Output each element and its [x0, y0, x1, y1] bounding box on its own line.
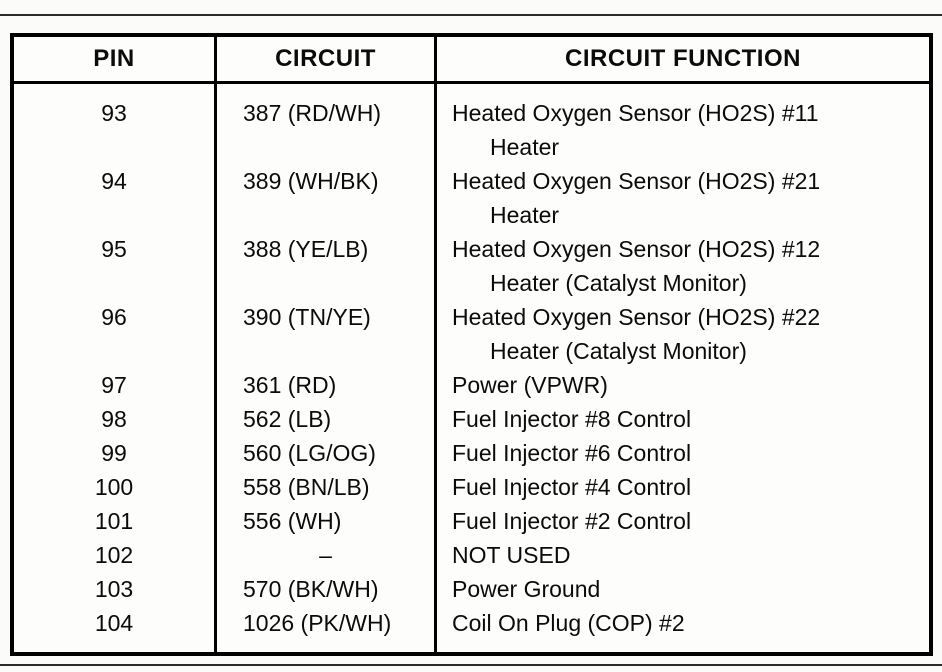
pin-cell: 97: [14, 368, 217, 402]
function-cell: Heated Oxygen Sensor (HO2S) #12 Heater (C…: [437, 232, 929, 300]
pin-cell: 99: [14, 436, 217, 470]
function-line-1: Heated Oxygen Sensor (HO2S) #11: [452, 100, 819, 126]
table-row: 95 388 (YE/LB) Heated Oxygen Sensor (HO2…: [14, 232, 929, 300]
table-row: 93 387 (RD/WH) Heated Oxygen Sensor (HO2…: [14, 84, 929, 164]
function-line-2: Heater: [490, 134, 560, 160]
scan-artifact-line-bottom: [0, 664, 942, 666]
circuit-cell: 388 (YE/LB): [217, 232, 437, 300]
circuit-cell: –: [217, 538, 437, 572]
pin-cell: 100: [14, 470, 217, 504]
table-row: 99 560 (LG/OG) Fuel Injector #6 Control: [14, 436, 929, 470]
function-cell: Power (VPWR): [437, 368, 929, 402]
function-cell: Coil On Plug (COP) #2: [437, 606, 929, 652]
pin-cell: 93: [14, 84, 217, 164]
function-line-1: Fuel Injector #4 Control: [452, 474, 692, 500]
circuit-cell: 570 (BK/WH): [217, 572, 437, 606]
function-line-1: Fuel Injector #2 Control: [452, 508, 692, 534]
circuit-cell: 556 (WH): [217, 504, 437, 538]
pin-cell: 98: [14, 402, 217, 436]
circuit-cell: 390 (TN/YE): [217, 300, 437, 368]
function-line-1: Heated Oxygen Sensor (HO2S) #21: [452, 168, 821, 194]
function-line-1: Fuel Injector #6 Control: [452, 440, 692, 466]
table-row: 101 556 (WH) Fuel Injector #2 Control: [14, 504, 929, 538]
function-cell: Heated Oxygen Sensor (HO2S) #21 Heater: [437, 164, 929, 232]
scan-artifact-line-top: [0, 14, 942, 16]
function-cell: Power Ground: [437, 572, 929, 606]
table-row: 94 389 (WH/BK) Heated Oxygen Sensor (HO2…: [14, 164, 929, 232]
pin-cell: 95: [14, 232, 217, 300]
function-cell: Fuel Injector #6 Control: [437, 436, 929, 470]
pin-cell: 96: [14, 300, 217, 368]
function-line-1: Power Ground: [452, 576, 601, 602]
table-body: 93 387 (RD/WH) Heated Oxygen Sensor (HO2…: [14, 84, 929, 652]
circuit-cell: 389 (WH/BK): [217, 164, 437, 232]
table-row: 96 390 (TN/YE) Heated Oxygen Sensor (HO2…: [14, 300, 929, 368]
table-row: 102 – NOT USED: [14, 538, 929, 572]
pinout-table: PIN CIRCUIT CIRCUIT FUNCTION 93 387 (RD/…: [10, 33, 933, 656]
table-row: 100 558 (BN/LB) Fuel Injector #4 Control: [14, 470, 929, 504]
function-cell: Heated Oxygen Sensor (HO2S) #22 Heater (C…: [437, 300, 929, 368]
function-line-2: Heater (Catalyst Monitor): [490, 270, 747, 296]
function-cell: Fuel Injector #2 Control: [437, 504, 929, 538]
pin-cell: 94: [14, 164, 217, 232]
circuit-cell: 1026 (PK/WH): [217, 606, 437, 652]
function-cell: Fuel Injector #4 Control: [437, 470, 929, 504]
circuit-cell: 361 (RD): [217, 368, 437, 402]
circuit-cell: 558 (BN/LB): [217, 470, 437, 504]
pin-cell: 101: [14, 504, 217, 538]
function-line-2: Heater (Catalyst Monitor): [490, 338, 747, 364]
column-header-function: CIRCUIT FUNCTION: [565, 45, 801, 72]
column-header-circuit: CIRCUIT: [217, 37, 437, 81]
function-cell: Fuel Injector #8 Control: [437, 402, 929, 436]
function-line-1: Heated Oxygen Sensor (HO2S) #22: [452, 304, 821, 330]
pin-cell: 104: [14, 606, 217, 652]
function-line-1: Power (VPWR): [452, 372, 608, 398]
circuit-cell: 562 (LB): [217, 402, 437, 436]
table-row: 97 361 (RD) Power (VPWR): [14, 368, 929, 402]
table-row: 104 1026 (PK/WH) Coil On Plug (COP) #2: [14, 606, 929, 652]
table-header-row: PIN CIRCUIT CIRCUIT FUNCTION: [14, 37, 929, 84]
pin-cell: 103: [14, 572, 217, 606]
function-cell: NOT USED: [437, 538, 929, 572]
table-row: 98 562 (LB) Fuel Injector #8 Control: [14, 402, 929, 436]
function-cell: Heated Oxygen Sensor (HO2S) #11 Heater: [437, 84, 929, 164]
function-line-1: NOT USED: [452, 542, 571, 568]
function-line-2: Heater: [490, 202, 560, 228]
table-row: 103 570 (BK/WH) Power Ground: [14, 572, 929, 606]
function-line-1: Coil On Plug (COP) #2: [452, 610, 685, 636]
circuit-cell: 387 (RD/WH): [217, 84, 437, 164]
circuit-cell: 560 (LG/OG): [217, 436, 437, 470]
function-line-1: Heated Oxygen Sensor (HO2S) #12: [452, 236, 821, 262]
pin-cell: 102: [14, 538, 217, 572]
column-header-pin: PIN: [14, 37, 217, 81]
function-line-1: Fuel Injector #8 Control: [452, 406, 692, 432]
